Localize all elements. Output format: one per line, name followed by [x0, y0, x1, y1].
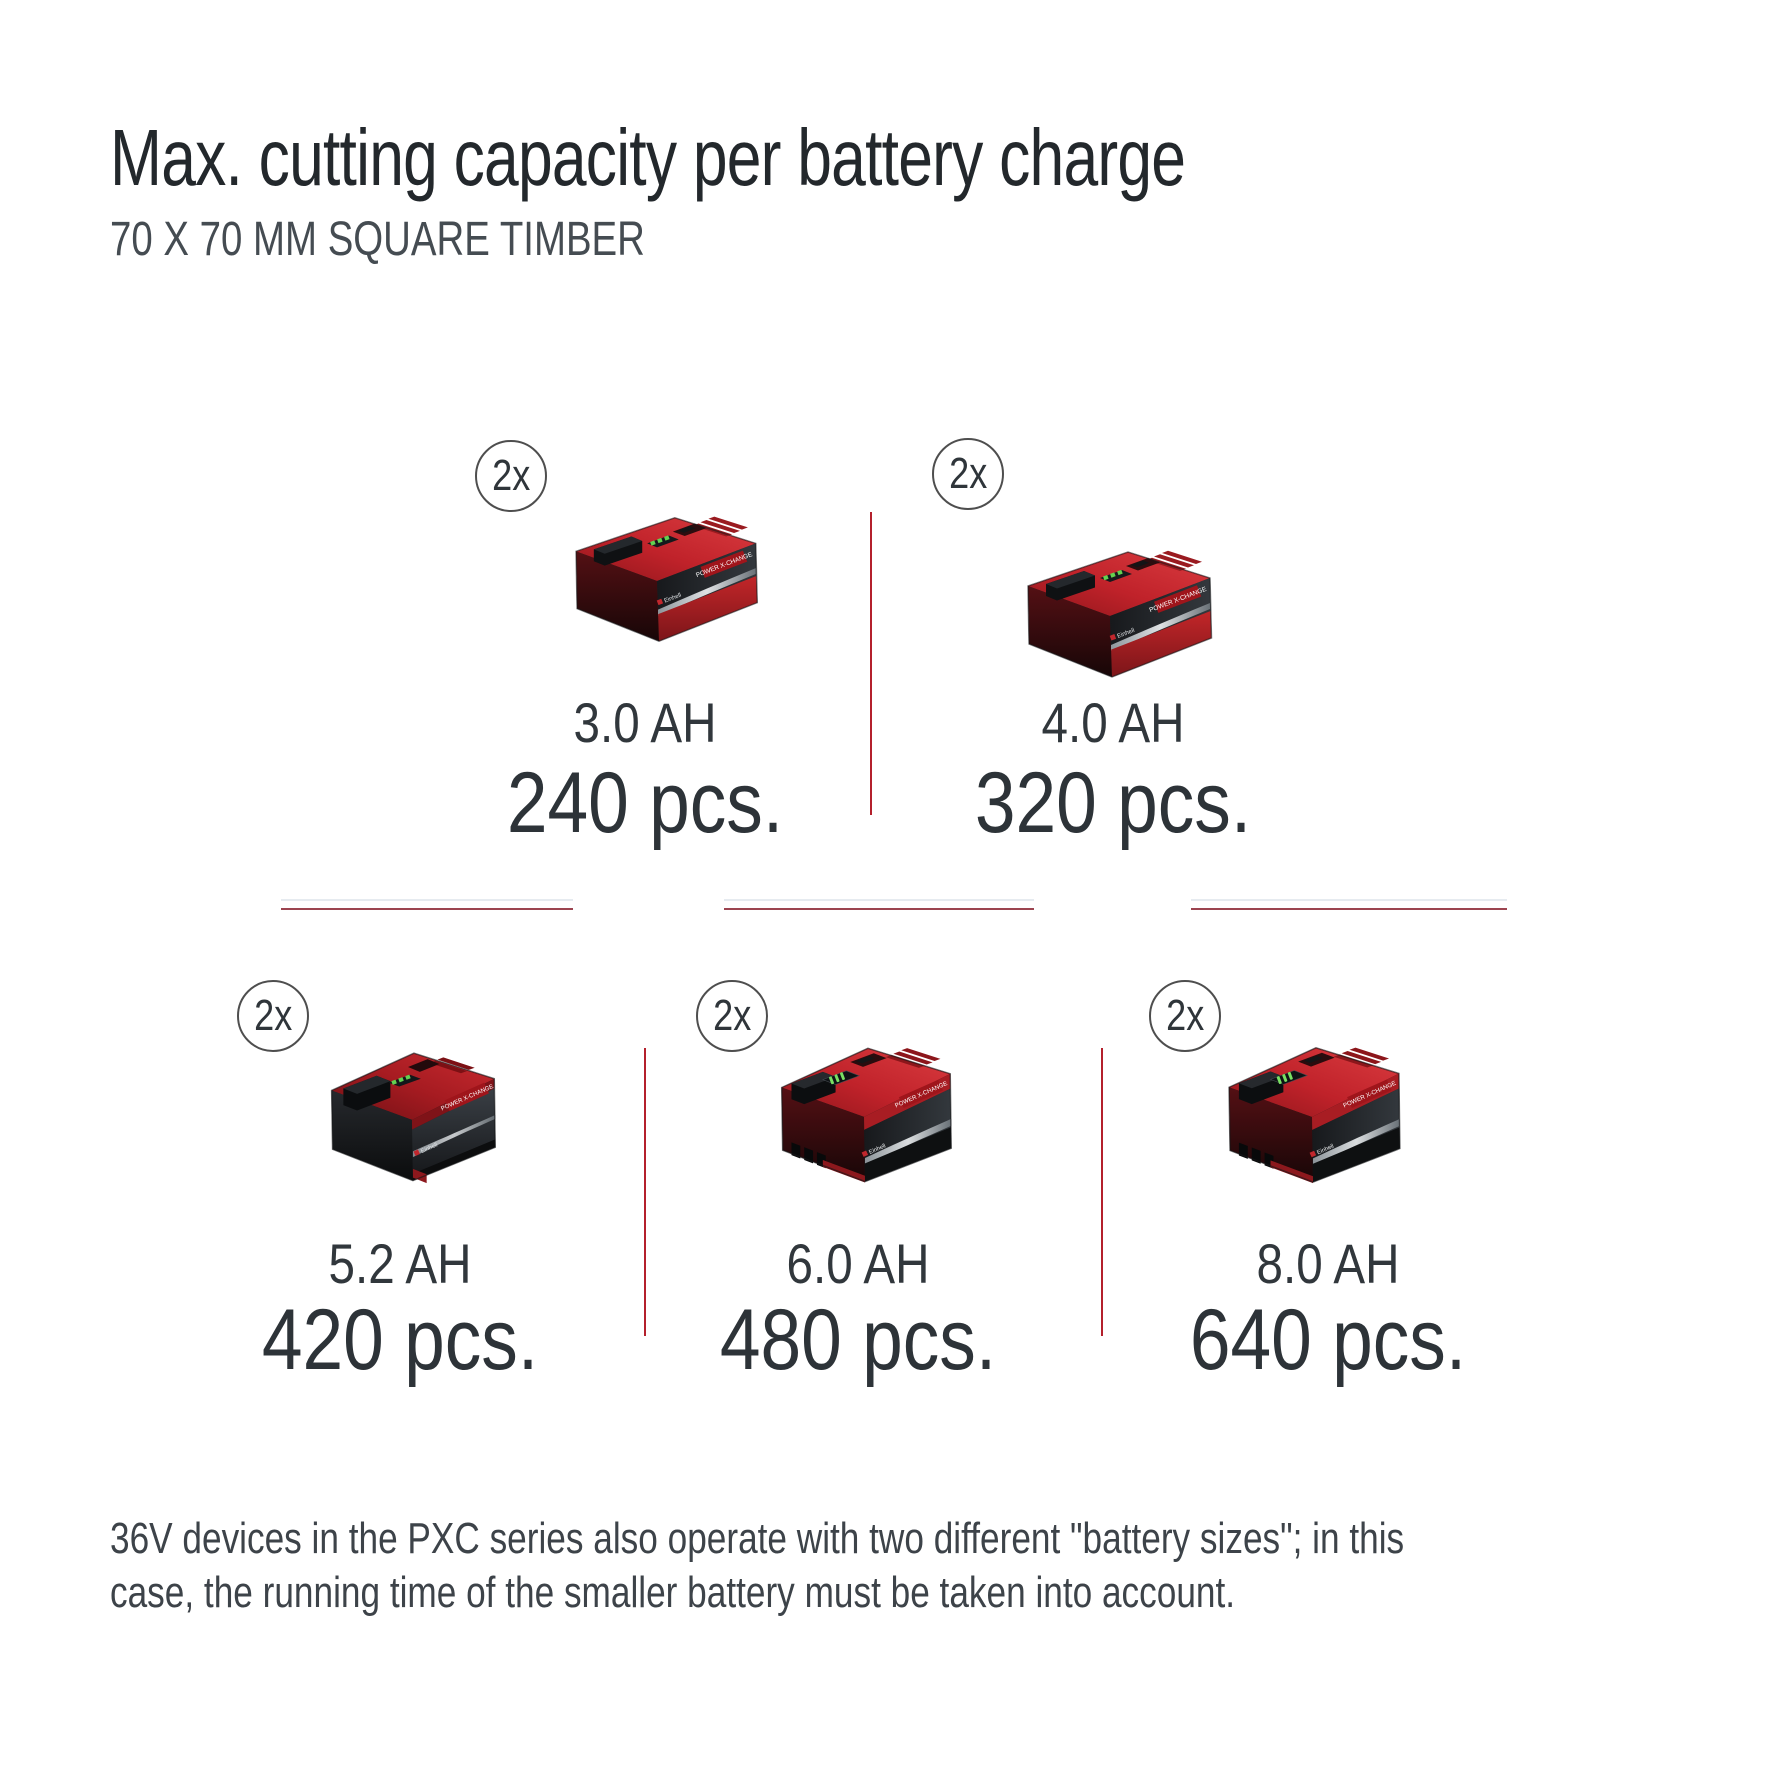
footer-note: 36V devices in the PXC series also opera…: [110, 1512, 1404, 1620]
page-title: Max. cutting capacity per battery charge: [110, 113, 1186, 202]
pieces-value-6ah: 480 pcs.: [719, 1292, 997, 1388]
quantity-badge-label: 2x: [491, 451, 531, 500]
quantity-badge-label: 2x: [1165, 991, 1205, 1040]
capacity-label-3ah: 3.0 AH: [573, 691, 717, 754]
quantity-badge-label: 2x: [253, 991, 293, 1040]
divider-horizontal-left-shadow: [281, 899, 573, 901]
pieces-value-8ah: 640 pcs.: [1189, 1292, 1467, 1388]
divider-horizontal-left: [281, 908, 573, 910]
capacity-label-52ah: 5.2 AH: [328, 1232, 472, 1295]
battery-image-3ah: [545, 498, 775, 656]
capacity-label-6ah: 6.0 AH: [786, 1232, 930, 1295]
divider-horizontal-middle-shadow: [724, 899, 1034, 901]
quantity-badge-label: 2x: [712, 991, 752, 1040]
battery-image-52ah: [312, 1032, 508, 1194]
battery-image-6ah: [766, 1032, 962, 1192]
divider-vertical-bottom-right: [1101, 1048, 1103, 1336]
quantity-badge-4ah: 2x: [932, 438, 1004, 510]
pieces-value-3ah: 240 pcs.: [506, 755, 784, 851]
quantity-badge-3ah: 2x: [475, 440, 547, 512]
divider-horizontal-middle: [724, 908, 1034, 910]
capacity-label-4ah: 4.0 AH: [1041, 691, 1185, 754]
divider-horizontal-right: [1191, 908, 1507, 910]
battery-image-8ah: [1212, 1032, 1412, 1192]
footer-line-1: 36V devices in the PXC series also opera…: [110, 1514, 1405, 1563]
quantity-badge-52ah: 2x: [237, 980, 309, 1052]
capacity-label-8ah: 8.0 AH: [1256, 1232, 1400, 1295]
footer-line-2: case, the running time of the smaller ba…: [110, 1568, 1236, 1617]
quantity-badge-8ah: 2x: [1149, 980, 1221, 1052]
page-subtitle: 70 X 70 MM SQUARE TIMBER: [110, 213, 645, 266]
divider-horizontal-right-shadow: [1191, 899, 1507, 901]
quantity-badge-6ah: 2x: [696, 980, 768, 1052]
pieces-value-4ah: 320 pcs.: [974, 755, 1252, 851]
divider-vertical-bottom-left: [644, 1048, 646, 1336]
divider-vertical-top: [870, 512, 872, 815]
battery-image-4ah: [998, 532, 1228, 692]
quantity-badge-label: 2x: [948, 449, 988, 498]
pieces-value-52ah: 420 pcs.: [261, 1292, 539, 1388]
